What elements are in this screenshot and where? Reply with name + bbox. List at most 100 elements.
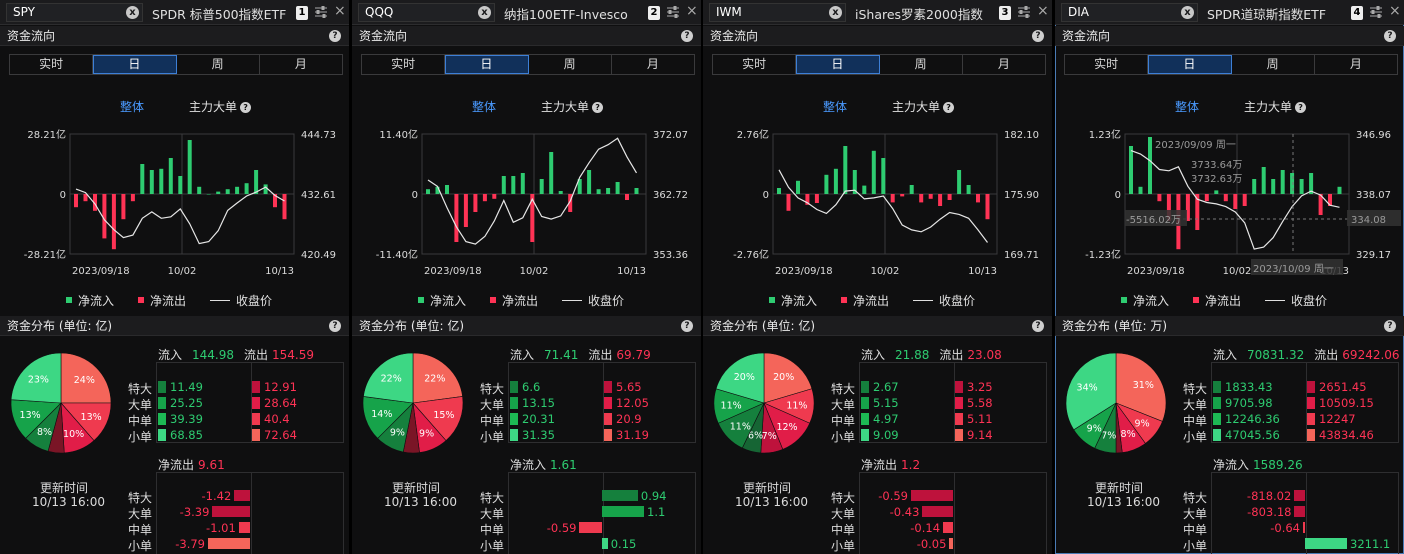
tab-period[interactable]: 周 xyxy=(1232,55,1315,74)
close-panel-icon[interactable]: × xyxy=(1037,3,1049,19)
x-axis-label: 10/02 xyxy=(168,266,197,277)
net-flow-value-cell: -0.64 xyxy=(1270,521,1300,535)
tab-period[interactable]: 周 xyxy=(880,55,963,74)
y-axis-right-top: 182.10 xyxy=(1004,130,1039,141)
tab-period[interactable]: 日 xyxy=(796,55,880,74)
legend-item: 净流入 xyxy=(1121,292,1169,309)
flow-bar xyxy=(426,189,430,194)
help-icon[interactable]: ? xyxy=(1032,30,1044,42)
tab-period[interactable]: 月 xyxy=(294,57,307,71)
row-label: 特大 xyxy=(1183,382,1208,396)
tab-period[interactable]: 日 xyxy=(1148,55,1232,74)
help-icon[interactable]: ? xyxy=(681,320,693,332)
row-label: 大单 xyxy=(128,398,153,412)
mode-main-label: 主力大单 xyxy=(892,100,941,114)
mode-overall-button[interactable]: 整体 xyxy=(823,100,848,114)
mode-main-button[interactable]: 主力大单? xyxy=(189,98,252,115)
settings-sliders-icon[interactable] xyxy=(314,5,328,19)
flow-bar xyxy=(1242,194,1247,206)
flow-bar xyxy=(178,176,183,194)
outflow-cell-value: 20.9 xyxy=(616,412,642,426)
tab-period[interactable]: 月 xyxy=(646,57,659,71)
net-flow-table xyxy=(859,472,1047,554)
clear-symbol-icon[interactable]: x xyxy=(1181,6,1194,19)
flow-bar xyxy=(985,194,990,220)
help-icon[interactable]: ? xyxy=(1295,102,1307,113)
net-flow-label: 净流入 xyxy=(510,458,547,472)
help-icon[interactable]: ? xyxy=(329,30,341,42)
inflow-value: 144.98 xyxy=(192,348,235,362)
net-flow-bar xyxy=(1294,506,1305,517)
tab-period[interactable]: 日 xyxy=(93,55,177,74)
clear-symbol-icon[interactable]: x xyxy=(126,6,139,19)
legend-item: 收盘价 xyxy=(562,292,624,309)
mode-overall-button[interactable]: 整体 xyxy=(1175,100,1200,114)
tab-period[interactable]: 周 xyxy=(177,55,260,74)
flow-bar xyxy=(282,194,287,220)
symbol-input[interactable]: IWM xyxy=(709,3,846,22)
mode-main-button[interactable]: 主力大单? xyxy=(892,98,955,115)
row-label: 大单 xyxy=(831,507,856,521)
help-icon[interactable]: ? xyxy=(1384,30,1396,42)
mode-overall-button[interactable]: 整体 xyxy=(472,100,497,114)
tab-period[interactable]: 周 xyxy=(529,55,612,74)
help-icon[interactable]: ? xyxy=(943,102,955,113)
help-icon[interactable]: ? xyxy=(329,320,341,332)
crosshair-label: 2023/09/09 周一 xyxy=(1155,139,1236,151)
settings-sliders-icon[interactable] xyxy=(1017,5,1031,19)
row-label: 中单 xyxy=(831,523,856,537)
close-panel-icon[interactable]: × xyxy=(686,3,698,19)
help-icon[interactable]: ? xyxy=(592,102,604,113)
net-flow-bar xyxy=(1305,538,1347,549)
clear-symbol-icon[interactable]: x xyxy=(478,6,491,19)
clear-symbol-icon[interactable]: x xyxy=(829,6,842,19)
mode-main-button[interactable]: 主力大单? xyxy=(541,98,604,115)
pie-slice-label: 13% xyxy=(20,410,41,421)
settings-sliders-icon[interactable] xyxy=(1369,5,1383,19)
close-panel-icon[interactable]: × xyxy=(334,3,346,19)
period-tabs: 实时日周 月 xyxy=(9,54,343,75)
help-icon[interactable]: ? xyxy=(681,30,693,42)
help-icon[interactable]: ? xyxy=(1384,320,1396,332)
net-flow-summary: 净流出 9.61 xyxy=(158,456,225,473)
flow-bar xyxy=(966,185,971,194)
tab-period[interactable]: 月 xyxy=(1349,57,1362,71)
net-flow-bar xyxy=(208,538,250,549)
help-icon[interactable]: ? xyxy=(1032,320,1044,332)
tab-period[interactable]: 日 xyxy=(445,55,529,74)
outflow-cell-value: 5.65 xyxy=(616,380,642,394)
tab-period[interactable]: 实时 xyxy=(10,55,94,74)
settings-sliders-icon[interactable] xyxy=(666,5,680,19)
inflow-cell: 68.85 xyxy=(158,429,203,441)
symbol-input[interactable]: SPY xyxy=(6,3,143,22)
update-time-value: 10/13 16:00 xyxy=(1087,495,1160,509)
flow-bar xyxy=(482,194,487,202)
mode-overall-button[interactable]: 整体 xyxy=(120,100,145,114)
inflow-label: 流入 xyxy=(158,348,183,362)
y-axis-left-zero: 0 xyxy=(412,190,418,201)
outflow-cell-value: 2651.45 xyxy=(1319,380,1367,394)
outflow-cell: 2651.45 xyxy=(1307,381,1367,393)
y-axis-right-bottom: 420.49 xyxy=(301,250,336,261)
close-panel-icon[interactable]: × xyxy=(1389,3,1401,19)
net-flow-value-cell: -803.18 xyxy=(1247,505,1292,519)
symbol-input[interactable]: DIA xyxy=(1061,3,1198,22)
flow-bar xyxy=(511,176,516,194)
inflow-cell: 6.6 xyxy=(510,381,540,393)
mode-main-button[interactable]: 主力大单? xyxy=(1244,98,1307,115)
tab-period[interactable]: 实时 xyxy=(713,55,797,74)
tab-period[interactable]: 实时 xyxy=(362,55,446,74)
flow-bar xyxy=(862,185,867,194)
pie-slice-label: 31% xyxy=(1133,380,1154,391)
legend-swatch xyxy=(841,297,847,303)
symbol-input[interactable]: QQQ xyxy=(358,3,495,22)
flow-bar xyxy=(244,183,249,194)
tab-period[interactable]: 月 xyxy=(997,57,1010,71)
tab-period[interactable]: 实时 xyxy=(1065,55,1149,74)
outflow-cell: 5.58 xyxy=(955,397,993,409)
outflow-cell: 5.11 xyxy=(955,413,993,425)
panel-header: SPY x SPDR 标普500指数ETF 1 × xyxy=(0,0,349,25)
flow-bar xyxy=(93,194,97,211)
outflow-cell-value: 12.05 xyxy=(616,396,649,410)
help-icon[interactable]: ? xyxy=(240,102,252,113)
